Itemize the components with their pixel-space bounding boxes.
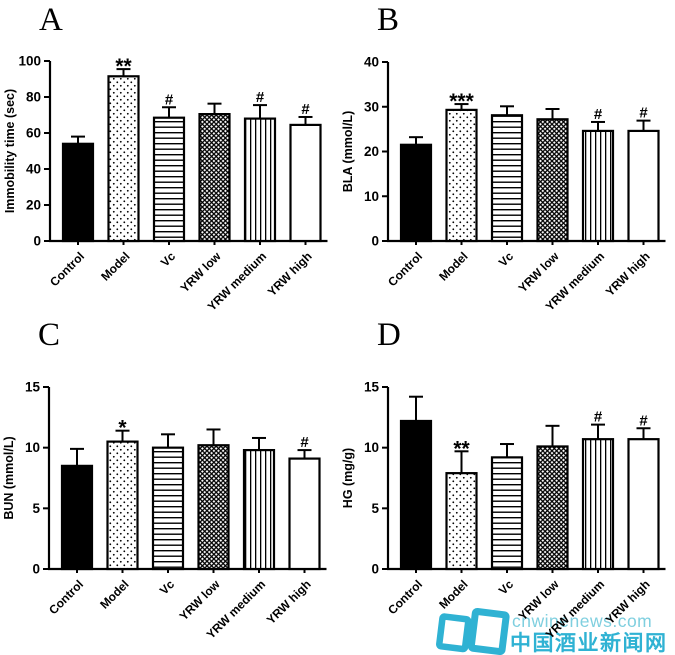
bar-yrw-high [289,123,322,243]
sig-marker-model: * [118,417,127,440]
y-tick-label: 5 [371,501,379,516]
y-axis-title: BLA (mmol/L) [341,111,355,192]
sig-marker-model: ** [453,437,470,460]
sig-marker-yrw-medium: # [594,409,603,426]
panel-C: C 0 5 10 15 BUN (mmol/L) Control * Model Vc YRW lo… [2,317,327,642]
y-tick-label: 0 [32,562,40,577]
watermark-logo-icon [436,608,510,655]
x-category-label-control: Control [385,249,425,289]
y-tick-label: 20 [26,198,41,213]
bar-yrw-high [627,438,660,571]
bar-control [60,464,94,571]
bar-yrw-high [627,129,660,243]
x-category-label-yrw-low: YRW low [177,577,224,624]
bar-yrw-low [536,118,569,243]
y-tick-label: 0 [33,234,41,249]
y-tick-label: 0 [371,562,379,577]
sig-marker-yrw-high: # [639,105,648,122]
y-tick-label: 20 [364,144,379,159]
bar-yrw-medium [243,117,277,243]
y-axis-title: BUN (mmol/L) [2,436,16,519]
bar-yrw-low [198,112,231,243]
sig-marker-yrw-high: # [639,412,648,429]
bar-model [445,108,478,243]
bar-vc [151,446,185,571]
sig-marker-model: *** [449,90,474,113]
watermark-logo-right-frame [467,608,510,655]
bar-yrw-medium [242,448,276,571]
watermark-site-name: 中国酒业新闻网 [510,631,668,655]
y-tick-label: 10 [25,440,40,455]
y-axis-title: Immobility time (sec) [3,89,17,213]
y-axis-title: HG (mg/g) [341,448,355,508]
watermark-logo-left-frame [436,613,472,653]
x-category-label-model: Model [436,249,470,283]
bar-model [445,472,478,571]
x-category-label-yrw-high: YRW high [264,577,314,627]
x-category-label-model: Model [97,577,131,611]
x-category-label-control: Control [385,577,425,617]
panel-letter-C: C [38,317,60,353]
sig-marker-yrw-medium: # [594,106,603,123]
x-category-label-vc: Vc [496,249,517,270]
x-category-label-vc: Vc [157,577,178,598]
x-category-label-yrw-low: YRW low [516,249,563,296]
y-tick-label: 5 [32,501,40,516]
sig-marker-model: ** [115,55,132,78]
bar-vc [490,114,524,243]
bar-control [399,143,433,243]
panel-letter-D: D [377,317,401,353]
bar-yrw-low [536,445,569,571]
bar-vc [490,456,524,571]
y-tick-label: 80 [26,90,41,105]
y-tick-label: 40 [26,162,41,177]
x-category-label-yrw-high: YRW high [265,249,315,299]
x-category-label-model: Model [98,249,132,283]
sig-marker-yrw-high: # [301,101,310,118]
bar-yrw-high [288,457,321,571]
y-tick-label: 100 [18,54,41,69]
x-category-label-yrw-low: YRW low [178,249,225,296]
x-category-label-control: Control [46,577,86,617]
bar-control [399,419,433,571]
y-tick-label: 30 [364,99,379,114]
y-tick-label: 10 [364,440,379,455]
bar-yrw-medium [581,129,615,243]
x-category-label-vc: Vc [496,577,517,598]
watermark-domain-text: cnwinenews.com [512,611,652,631]
sig-marker-vc: # [165,91,174,108]
bar-control [61,142,95,243]
y-tick-label: 15 [25,380,41,395]
panel-letter-B: B [377,2,399,38]
y-tick-label: 0 [371,234,379,249]
y-tick-label: 10 [364,189,379,204]
bar-yrw-low [197,444,230,571]
x-category-label-model: Model [436,577,470,611]
panel-letter-A: A [39,2,63,38]
sig-marker-yrw-high: # [300,434,309,451]
y-tick-label: 40 [364,55,379,70]
x-category-label-yrw-high: YRW high [603,249,653,299]
y-tick-label: 60 [26,126,41,141]
y-tick-label: 15 [364,380,380,395]
bar-yrw-medium [581,438,615,571]
panel-A: A 0 20 40 60 80 100 Immobility time (sec) Contro… [3,2,328,314]
bar-model [107,75,140,243]
bar-model [106,440,139,571]
bar-vc [152,116,186,243]
sig-marker-yrw-medium: # [256,89,265,106]
x-category-label-control: Control [47,249,87,289]
x-category-label-vc: Vc [158,249,179,270]
